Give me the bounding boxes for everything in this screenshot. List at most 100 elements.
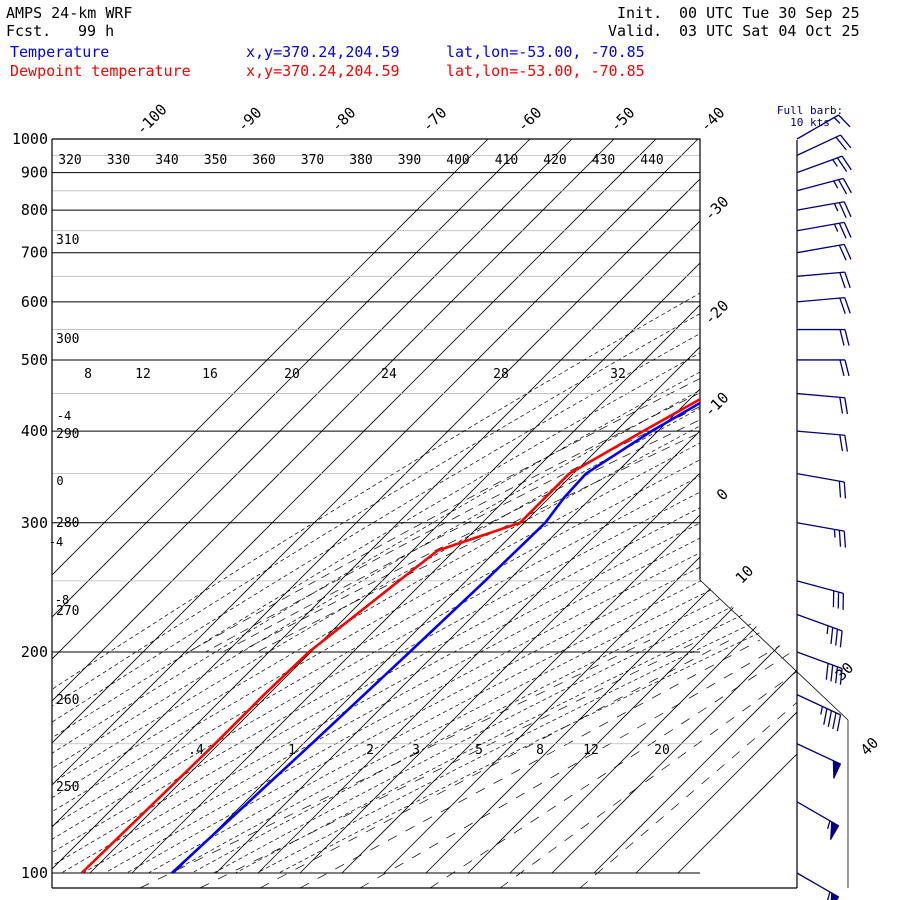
dry-adiabat-line (126, 139, 797, 874)
init-value: 00 UTC Tue 30 Sep 25 (679, 4, 860, 22)
theta-top-label: 360 (252, 153, 275, 168)
saturated-adiabat-line (205, 139, 797, 653)
mixing-ratio-line (429, 639, 797, 888)
mixing-ratio-label: 20 (654, 743, 670, 758)
wind-barb-half-feather (833, 223, 839, 232)
wind-barb-feather (830, 627, 834, 644)
mixing-ratio-line (359, 639, 791, 888)
wind-barb-feather (838, 202, 847, 218)
mixing-ratio-label: 12 (135, 367, 151, 382)
wind-barb (796, 613, 843, 648)
wind-barb-feather (832, 712, 837, 730)
wind-barb-half-feather (833, 203, 839, 212)
theta-left-label: 300 (56, 332, 79, 347)
barb-note-line1: Full barb: (777, 104, 843, 117)
mixing-ratio-label: 28 (493, 367, 509, 382)
wind-barb-pennant (830, 892, 840, 900)
wind-barb-feather (843, 201, 852, 218)
isotherm-line (677, 139, 797, 874)
theta-left-label: 280 (56, 516, 79, 531)
legend-temperature-latlon: lat,lon=-53.00, -70.85 (446, 43, 645, 61)
mixing-ratio-line (199, 639, 701, 888)
dry-adiabat-line (52, 139, 797, 874)
dry-adiabat-line (235, 139, 797, 874)
temperature-label: -90 (234, 104, 266, 136)
theta-top-label: 390 (398, 153, 421, 168)
isotherm-line (52, 139, 615, 874)
isotherm-line (509, 139, 797, 874)
isotherm-line (593, 139, 797, 874)
mixing-ratio-label: .4 (188, 743, 204, 758)
isotherm-line (52, 139, 489, 874)
pressure-tick-label: 800 (21, 201, 48, 219)
wind-barb-feather (835, 629, 839, 646)
theta-left-label: 310 (56, 233, 79, 248)
dry-adiabat-line (148, 139, 797, 874)
dry-adiabat-line (52, 139, 797, 874)
wind-barb-feather (835, 666, 839, 684)
wind-barb-feather (839, 397, 844, 414)
frame-slant (699, 579, 849, 721)
wind-barb-feather (842, 178, 852, 194)
pressure-tick-label: 400 (21, 422, 48, 440)
wind-barb (797, 328, 850, 346)
wind-barb-staff (796, 271, 845, 277)
pressure-tick-label: 1000 (12, 130, 48, 148)
theta-top-label: 400 (446, 153, 469, 168)
temperature-profile-line (171, 139, 797, 874)
wind-barb-staff (796, 522, 845, 532)
mixing-ratio-label: 32 (610, 367, 626, 382)
left-edge-label: 0 (56, 474, 63, 488)
theta-left-label: 290 (56, 427, 79, 442)
wind-barb-feather (844, 435, 849, 452)
wind-barb (796, 271, 851, 289)
temperature-label: -60 (514, 104, 546, 136)
wind-barb-half-feather (826, 625, 829, 635)
wind-barb-feather (837, 179, 848, 195)
isotherm-line (52, 139, 741, 874)
theta-top-label: 410 (495, 153, 518, 168)
wind-barb-feather (838, 530, 842, 547)
legend-temperature-name: Temperature (10, 43, 110, 61)
wind-barb (797, 359, 850, 377)
wind-barb-staff (796, 694, 841, 716)
pressure-tick-label: 300 (21, 514, 48, 532)
theta-top-label: 330 (107, 153, 130, 168)
wind-barb-half-feather (833, 180, 839, 189)
mixing-ratio-label: 16 (202, 367, 218, 382)
wind-barb (796, 243, 852, 261)
mixing-ratio-label: 3 (412, 743, 420, 758)
wind-barb-staff (796, 297, 845, 303)
wind-barb-feather (838, 244, 847, 261)
pressure-tick-label: 200 (21, 643, 48, 661)
dry-adiabat-line (278, 139, 797, 874)
pressure-tick-label: 900 (21, 164, 48, 182)
wind-barb-staff (796, 243, 845, 254)
temperature-label: -30 (701, 193, 733, 225)
isotherm-line (89, 139, 797, 874)
forecast-value: 99 h (78, 22, 115, 40)
mixing-ratio-label: 1 (288, 743, 296, 758)
wind-barb-feather (823, 708, 828, 725)
temperature-label: 0 (713, 485, 732, 504)
dry-adiabat-line (52, 139, 797, 874)
temperature-label: -40 (697, 104, 729, 136)
wind-barbs (796, 114, 852, 900)
wind-barb-half-feather (827, 820, 831, 829)
dry-adiabat-line (52, 139, 797, 874)
mixing-ratio-line (259, 639, 731, 888)
isotherm-line (52, 139, 657, 874)
legend-dewpoint-name: Dewpoint temperature (10, 62, 191, 80)
wind-barb (796, 201, 852, 218)
isotherm-line (131, 139, 797, 874)
temperature-label: 10 (732, 562, 758, 588)
temperature-label: -70 (419, 104, 451, 136)
wind-barb-feather (841, 155, 852, 171)
model-title: AMPS 24-km WRF (6, 4, 133, 22)
wind-barb (796, 297, 851, 314)
isotherm-line (52, 139, 573, 874)
wind-barb-staff (796, 134, 841, 156)
wind-barb (796, 580, 845, 610)
